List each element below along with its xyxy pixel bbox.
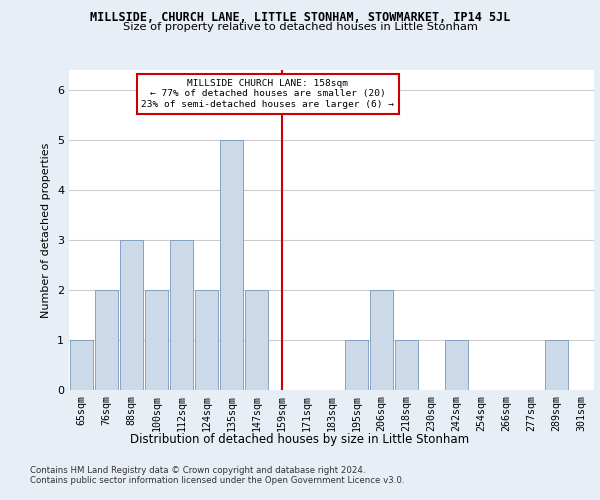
Text: Distribution of detached houses by size in Little Stonham: Distribution of detached houses by size … bbox=[130, 432, 470, 446]
Bar bbox=[220, 140, 244, 390]
Bar bbox=[145, 290, 169, 390]
Text: Size of property relative to detached houses in Little Stonham: Size of property relative to detached ho… bbox=[122, 22, 478, 32]
Bar bbox=[445, 340, 469, 390]
Text: Contains HM Land Registry data © Crown copyright and database right 2024.: Contains HM Land Registry data © Crown c… bbox=[30, 466, 365, 475]
Text: MILLSIDE, CHURCH LANE, LITTLE STONHAM, STOWMARKET, IP14 5JL: MILLSIDE, CHURCH LANE, LITTLE STONHAM, S… bbox=[90, 11, 510, 24]
Bar bbox=[70, 340, 94, 390]
Bar bbox=[344, 340, 368, 390]
Bar bbox=[245, 290, 268, 390]
Bar bbox=[545, 340, 568, 390]
Bar bbox=[370, 290, 394, 390]
Text: MILLSIDE CHURCH LANE: 158sqm
← 77% of detached houses are smaller (20)
23% of se: MILLSIDE CHURCH LANE: 158sqm ← 77% of de… bbox=[141, 79, 394, 109]
Bar bbox=[194, 290, 218, 390]
Bar bbox=[170, 240, 193, 390]
Y-axis label: Number of detached properties: Number of detached properties bbox=[41, 142, 52, 318]
Bar bbox=[395, 340, 418, 390]
Bar bbox=[95, 290, 118, 390]
Bar bbox=[119, 240, 143, 390]
Text: Contains public sector information licensed under the Open Government Licence v3: Contains public sector information licen… bbox=[30, 476, 404, 485]
